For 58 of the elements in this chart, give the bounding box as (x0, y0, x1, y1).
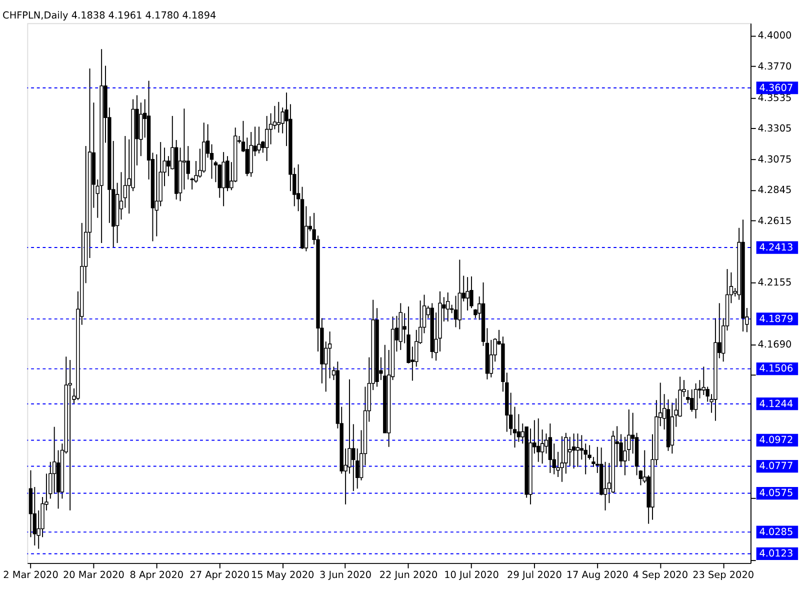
candlestick (690, 388, 694, 412)
candlestick (466, 276, 470, 311)
x-tick-label: 20 Mar 2020 (62, 570, 124, 582)
y-tick-label: 4.2615 (758, 216, 792, 227)
ref-line-label: 4.0285 (759, 526, 794, 538)
y-tick-label: 4.3075 (758, 154, 792, 166)
candlestick (576, 433, 580, 468)
ref-line-label: 4.1506 (759, 364, 794, 375)
y-tick-label: 4.2845 (758, 185, 792, 196)
candlestick (257, 126, 261, 154)
x-tick-label: 4 Sep 2020 (632, 570, 688, 582)
candlestick (182, 108, 186, 190)
x-tick-label: 23 Sep 2020 (692, 570, 754, 582)
chart-title: CHFPLN,Daily 4.1838 4.1961 4.1780 4.1894 (2, 10, 216, 22)
x-tick-label: 22 Jun 2020 (379, 570, 438, 582)
candlestick (52, 426, 56, 494)
ref-line-label: 4.0972 (759, 435, 794, 446)
ref-line-label: 4.0777 (759, 461, 794, 472)
candlestick (516, 414, 521, 442)
ref-line-label: 4.2413 (759, 242, 794, 254)
candlestick (572, 433, 576, 470)
y-tick-label: 4.2155 (758, 277, 792, 288)
candlestick (548, 423, 552, 474)
candlestick (32, 486, 37, 546)
y-tick-label: 4.3305 (758, 124, 792, 135)
y-tick-label: 4.4000 (758, 30, 792, 42)
x-tick-label: 10 Jul 2020 (444, 570, 499, 582)
candlestick (470, 276, 474, 309)
x-tick-label: 29 Jul 2020 (507, 570, 562, 582)
x-tick-label: 3 Jun 2020 (319, 570, 372, 582)
candlestick (560, 436, 564, 482)
candlestick (568, 436, 572, 467)
ref-line-label: 4.0575 (759, 488, 794, 500)
ref-line-label: 4.1879 (759, 314, 794, 325)
candlestick (603, 461, 608, 511)
x-tick-label: 17 Aug 2020 (566, 570, 628, 582)
x-tick-label: 8 Apr 2020 (130, 570, 184, 582)
x-tick-label: 2 Mar 2020 (3, 570, 58, 582)
candlestick (186, 146, 190, 180)
ref-line-label: 4.1244 (759, 398, 794, 410)
candlestick (68, 359, 72, 511)
candlestick (694, 382, 698, 419)
candlestick (446, 292, 450, 322)
ref-line-label: 4.3607 (759, 82, 794, 94)
y-tick-label: 4.3535 (758, 92, 792, 104)
x-tick-label: 27 Apr 2020 (190, 570, 250, 582)
candlestick (584, 443, 588, 475)
y-tick-label: 4.1690 (758, 340, 792, 351)
candlestick (264, 115, 269, 162)
candlestick (489, 339, 493, 378)
candlestick (536, 418, 540, 462)
ref-line-label: 4.0123 (759, 548, 794, 560)
x-tick-label: 15 May 2020 (250, 570, 314, 582)
candlestick (218, 164, 222, 198)
candlestick (454, 295, 458, 328)
candlestick (276, 101, 280, 134)
candlestick (352, 424, 356, 492)
y-tick-label: 4.3770 (758, 61, 792, 72)
